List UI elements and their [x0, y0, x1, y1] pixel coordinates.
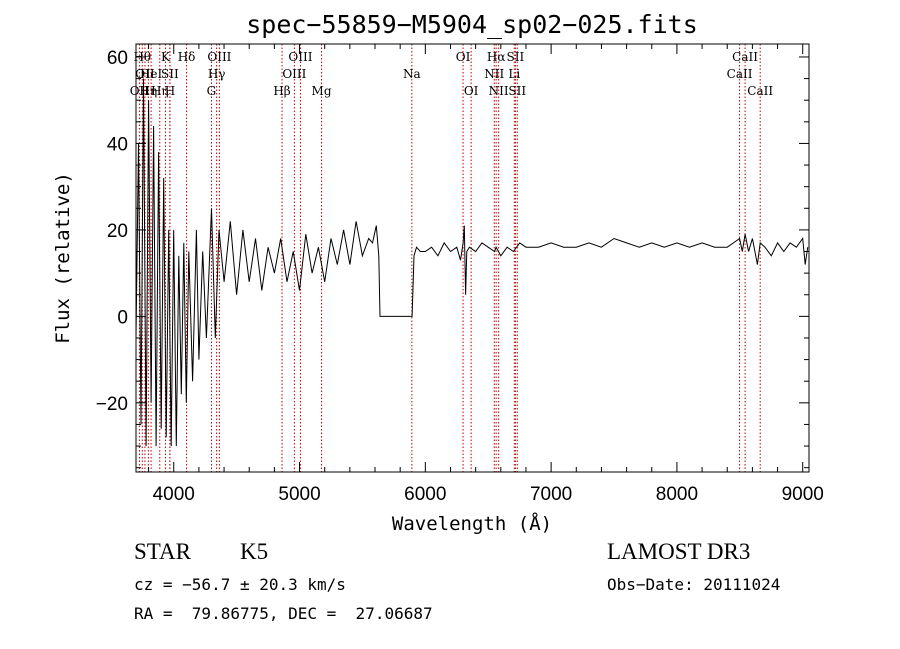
- line-marker-label: CaII: [747, 84, 773, 98]
- x-tick-label: 5000: [278, 484, 320, 505]
- object-subclass: K5: [240, 539, 269, 564]
- line-marker-label: OI: [456, 50, 471, 64]
- line-marker-label: Hη: [151, 84, 169, 98]
- line-labels: OIIHθOIIHηHeIHηKSIIHHδGHγOIIIHβOIIIOIIIM…: [130, 50, 774, 98]
- y-tick-label: 60: [107, 48, 128, 69]
- line-marker-label: K: [161, 50, 171, 64]
- line-marker-label: OIII: [207, 50, 231, 64]
- line-marker-label: HeI: [140, 67, 163, 81]
- x-tick-label: 6000: [404, 484, 446, 505]
- y-tick-label: 0: [117, 307, 128, 328]
- object-class: STAR: [134, 539, 191, 564]
- y-axis: −20 0 20 40 60: [96, 48, 809, 469]
- x-tick-label: 4000: [153, 484, 195, 505]
- line-marker-label: Hα: [487, 50, 506, 64]
- x-tick-label: 7000: [530, 484, 572, 505]
- line-marker-label: SII: [161, 67, 179, 81]
- line-marker-label: Hδ: [178, 50, 196, 64]
- line-marker-label: NII: [489, 84, 509, 98]
- line-marker-label: OIII: [288, 50, 312, 64]
- line-marker-label: CaII: [727, 67, 753, 81]
- line-marker-label: CaII: [732, 50, 758, 64]
- line-marker-label: OII: [135, 67, 155, 81]
- survey-name: LAMOST DR3: [607, 539, 751, 564]
- line-marker-label: Na: [403, 67, 421, 81]
- plot-frame: [135, 43, 810, 473]
- x-tick-label: 8000: [656, 484, 698, 505]
- line-markers: [138, 44, 761, 472]
- line-marker-label: OI: [464, 84, 479, 98]
- y-tick-label: 40: [107, 134, 128, 155]
- x-tick-label: 9000: [782, 484, 824, 505]
- obs-date-text: Obs−Date: 20111024: [607, 575, 781, 594]
- chart-title: spec−55859−M5904_sp02−025.fits: [246, 10, 698, 39]
- x-axis: 4000 5000 6000 7000 8000 9000: [148, 44, 824, 505]
- line-marker-label: H: [165, 84, 175, 98]
- redshift-text: cz = −56.7 ± 20.3 km/s: [134, 575, 346, 594]
- y-tick-label: 20: [107, 221, 128, 242]
- flux-line: [135, 78, 809, 447]
- y-tick-label: −20: [96, 394, 128, 415]
- line-marker-label: OII: [130, 84, 150, 98]
- coordinates-text: RA = 79.86775, DEC = 27.06687: [134, 604, 433, 623]
- flux-series: [135, 78, 809, 447]
- y-axis-label: Flux (relative): [52, 172, 74, 344]
- line-marker-label: NII: [484, 67, 504, 81]
- line-marker-label: Li: [508, 67, 520, 81]
- line-marker-label: SII: [507, 50, 525, 64]
- line-marker-label: Hβ: [273, 84, 290, 98]
- line-marker-label: OIII: [282, 67, 306, 81]
- line-marker-label: Hγ: [208, 67, 226, 81]
- line-marker-label: SII: [508, 84, 526, 98]
- x-axis-label: Wavelength (Å): [392, 512, 552, 535]
- line-marker-label: Mg: [312, 84, 332, 98]
- line-marker-label: G: [207, 84, 217, 98]
